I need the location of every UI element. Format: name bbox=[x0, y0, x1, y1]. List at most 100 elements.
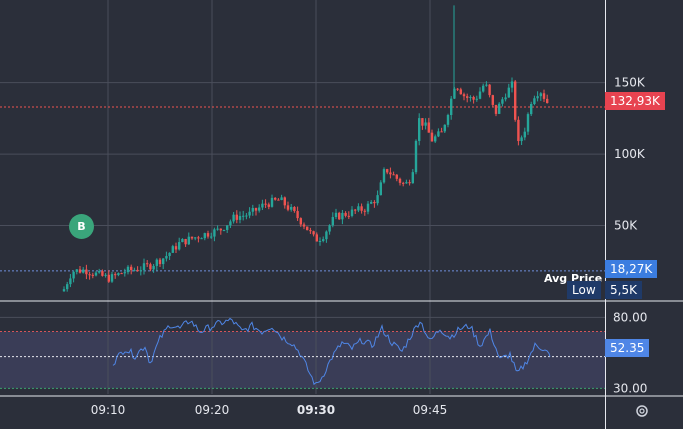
candle-body-60 bbox=[254, 208, 258, 211]
candle-body-81 bbox=[322, 239, 325, 241]
candle-body-140 bbox=[510, 81, 514, 88]
candle-body-70 bbox=[286, 205, 290, 210]
candle-body-42 bbox=[197, 237, 200, 239]
candle-body-25 bbox=[142, 263, 146, 271]
candle-body-8 bbox=[88, 274, 91, 276]
candle-body-142 bbox=[517, 119, 520, 142]
settings-button[interactable] bbox=[630, 400, 654, 422]
candle-body-12 bbox=[101, 271, 104, 276]
candle-body-40 bbox=[190, 236, 194, 239]
candle-body-103 bbox=[392, 174, 395, 176]
candle-body-6 bbox=[82, 269, 85, 273]
rsi-y-tick-0: 80.00 bbox=[613, 310, 647, 324]
candle-body-30 bbox=[158, 259, 162, 265]
candle-body-74 bbox=[299, 218, 302, 225]
candle-body-117 bbox=[437, 131, 440, 137]
candle-body-137 bbox=[501, 99, 504, 104]
candle-body-1 bbox=[66, 284, 69, 290]
candle-body-97 bbox=[373, 201, 376, 204]
rsi-line bbox=[112, 317, 551, 386]
candle-body-132 bbox=[485, 84, 488, 86]
last-price-tag: 132,93K bbox=[605, 92, 665, 110]
candle-body-147 bbox=[533, 98, 536, 104]
candle-body-100 bbox=[382, 169, 386, 183]
candle-body-133 bbox=[488, 84, 491, 96]
low-label: Low bbox=[572, 283, 596, 297]
candle-body-72 bbox=[293, 206, 296, 212]
candle-body-134 bbox=[491, 95, 494, 105]
candle-body-61 bbox=[258, 207, 261, 211]
candle-body-18 bbox=[120, 273, 123, 275]
candle-body-148 bbox=[536, 96, 539, 99]
candle-body-62 bbox=[261, 203, 264, 208]
candle-body-115 bbox=[430, 132, 434, 142]
candle-body-28 bbox=[152, 265, 155, 270]
candle-body-20 bbox=[126, 266, 130, 273]
candle-body-121 bbox=[450, 98, 453, 115]
candle-body-76 bbox=[306, 226, 309, 231]
candle-body-107 bbox=[405, 182, 408, 184]
candle-body-87 bbox=[341, 212, 344, 220]
candle-body-123 bbox=[456, 88, 459, 90]
candle-body-53 bbox=[232, 214, 235, 222]
candle-body-119 bbox=[443, 124, 446, 132]
candle-body-41 bbox=[194, 237, 197, 239]
candle-body-19 bbox=[123, 272, 126, 274]
candle-body-54 bbox=[235, 214, 238, 220]
buy-marker[interactable]: B bbox=[69, 214, 94, 239]
candle-body-27 bbox=[149, 264, 152, 270]
candle-body-136 bbox=[498, 103, 501, 114]
candle-body-151 bbox=[546, 98, 549, 104]
candle-body-24 bbox=[139, 270, 142, 272]
candle-body-13 bbox=[104, 274, 107, 276]
candle-body-138 bbox=[504, 97, 507, 100]
candle-body-71 bbox=[290, 206, 293, 210]
rsi-value-tag: 52.35 bbox=[605, 339, 650, 357]
candle-body-135 bbox=[494, 104, 498, 114]
candle-body-31 bbox=[162, 258, 165, 265]
candle-body-4 bbox=[75, 269, 78, 272]
candle-body-82 bbox=[325, 231, 328, 240]
candle-body-7 bbox=[85, 269, 88, 275]
candle-body-80 bbox=[318, 240, 322, 242]
candle-body-126 bbox=[466, 96, 469, 98]
candle-body-105 bbox=[398, 178, 402, 183]
candle-body-96 bbox=[370, 201, 373, 204]
candle-body-149 bbox=[539, 93, 542, 97]
candle-body-129 bbox=[475, 98, 478, 100]
candle-body-77 bbox=[309, 230, 312, 232]
rsi-band bbox=[0, 331, 605, 389]
candle-body-50 bbox=[222, 229, 226, 231]
x-tick-0: 09:10 bbox=[91, 403, 126, 417]
rsi-y-tick-1: 30.00 bbox=[613, 381, 647, 395]
candle-body-86 bbox=[338, 212, 341, 220]
candle-body-118 bbox=[440, 131, 443, 133]
candle-body-47 bbox=[213, 229, 216, 237]
candle-body-95 bbox=[366, 203, 370, 212]
candle-body-36 bbox=[178, 242, 181, 250]
candle-body-75 bbox=[302, 224, 306, 227]
gear-icon bbox=[636, 405, 648, 417]
candle-body-45 bbox=[206, 233, 210, 237]
candle-body-29 bbox=[155, 259, 158, 266]
candle-body-106 bbox=[402, 182, 405, 184]
low-value-tag: 5,5K bbox=[605, 281, 642, 299]
candle-body-44 bbox=[203, 233, 206, 239]
y-tick-1: 100K bbox=[614, 147, 646, 161]
candle-body-39 bbox=[187, 236, 190, 245]
candle-body-65 bbox=[270, 197, 274, 207]
candle-body-102 bbox=[389, 172, 392, 175]
x-tick-3: 09:45 bbox=[413, 403, 448, 417]
low-value: 5,5K bbox=[610, 283, 637, 297]
y-tick-2: 50K bbox=[614, 219, 638, 233]
candle-body-104 bbox=[395, 174, 398, 179]
candle-body-49 bbox=[219, 228, 222, 231]
candle-body-56 bbox=[242, 215, 245, 217]
candle-body-90 bbox=[350, 209, 354, 216]
candle-body-84 bbox=[331, 217, 334, 226]
candle-body-91 bbox=[354, 209, 357, 211]
rsi-value: 52.35 bbox=[610, 341, 645, 355]
candle-body-10 bbox=[94, 272, 98, 276]
